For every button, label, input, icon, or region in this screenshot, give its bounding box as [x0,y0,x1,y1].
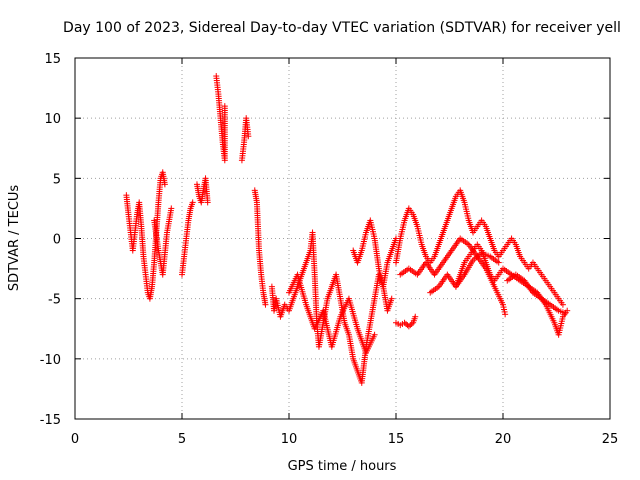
x-tick-labels: 0 5 10 15 20 25 [71,432,618,447]
data-point [495,259,502,266]
y-tick-labels: -15 -10 -5 0 5 10 15 [40,52,61,428]
data-points [123,73,571,386]
data-point [408,320,415,327]
data-point [204,199,211,206]
x-axis-label: GPS time / hours [288,459,397,474]
data-point [502,311,509,318]
data-point [559,301,566,308]
y-tick-label: 10 [44,112,61,127]
y-tick-label: 0 [53,233,61,248]
x-tick-label: 15 [388,432,405,447]
data-point [221,103,228,110]
y-axis-label: SDTVAR / TECUs [7,185,22,292]
data-point [245,133,252,140]
data-point [189,199,196,206]
x-tick-label: 10 [281,432,298,447]
y-tick-label: -10 [40,353,61,368]
data-point [388,295,395,302]
data-point [371,331,378,338]
x-tick-label: 25 [602,432,619,447]
y-tick-label: 5 [53,172,61,187]
x-tick-label: 0 [71,432,79,447]
data-point [161,181,168,188]
chart-title: Day 100 of 2023, Sidereal Day-to-day VTE… [63,20,621,36]
axis-ticks [74,57,611,420]
x-tick-label: 20 [495,432,512,447]
data-point [562,310,569,317]
y-tick-label: -15 [40,413,61,428]
y-tick-label: -5 [48,293,61,308]
x-tick-label: 5 [178,432,186,447]
data-point [262,301,269,308]
data-point [412,313,419,320]
data-point [168,205,175,212]
y-tick-label: 15 [44,52,61,67]
